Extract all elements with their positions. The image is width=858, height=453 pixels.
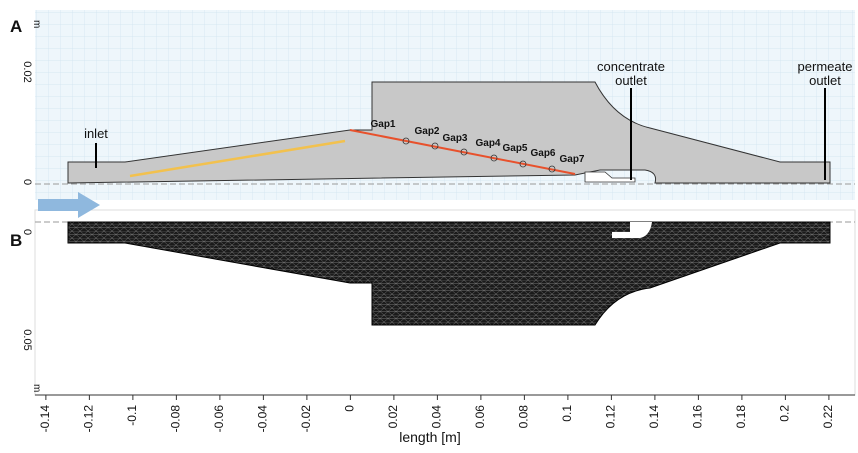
- x-tick-label: 0.1: [560, 405, 574, 422]
- x-tick-label: 0.02: [386, 405, 400, 429]
- x-axis-title: length [m]: [399, 429, 460, 445]
- x-tick-label: -0.1: [125, 405, 139, 426]
- gap-label: Gap4: [475, 138, 500, 149]
- panel-label: A: [10, 17, 22, 36]
- x-tick-label: 0.04: [430, 405, 444, 429]
- x-tick-label: 0.12: [604, 405, 618, 429]
- x-tick-label: -0.14: [38, 405, 52, 433]
- gap-label: Gap7: [559, 154, 584, 165]
- x-tick-label: 0: [343, 405, 357, 412]
- y-tick-label: 0: [21, 229, 33, 235]
- x-tick-label: 0.06: [473, 405, 487, 429]
- panel-label: B: [10, 231, 22, 250]
- gap-label: Gap3: [442, 133, 467, 144]
- figure: A B m m 0.02 0 0 0.05 inlet concentrate …: [0, 0, 858, 448]
- gap-label: Gap5: [502, 143, 527, 154]
- label: inlet: [84, 126, 108, 141]
- x-tick-label: 0.16: [691, 405, 705, 429]
- label: concentrate: [597, 59, 665, 74]
- x-tick-label: -0.02: [299, 405, 313, 433]
- y-tick-label: 0: [21, 179, 33, 185]
- x-tick-label: 0.14: [647, 405, 661, 429]
- label: outlet: [615, 73, 647, 88]
- y-unit: m: [31, 20, 42, 28]
- x-tick-label: -0.12: [82, 405, 96, 433]
- label: outlet: [809, 73, 841, 88]
- gap-label: Gap6: [530, 148, 555, 159]
- x-tick-label: 0.18: [734, 405, 748, 429]
- gap-label: Gap1: [370, 119, 395, 130]
- x-tick-label: -0.06: [212, 405, 226, 433]
- y-tick-label: 0.02: [21, 61, 33, 82]
- y-tick-label: 0.05: [21, 329, 33, 350]
- x-tick-label: 0.22: [821, 405, 835, 429]
- label: permeate: [798, 59, 853, 74]
- x-tick-label: 0.2: [778, 405, 792, 422]
- x-tick-label: 0.08: [517, 405, 531, 429]
- y-unit: m: [31, 384, 42, 392]
- gap-label: Gap2: [414, 126, 439, 137]
- x-tick-label: -0.08: [169, 405, 183, 433]
- x-tick-label: -0.04: [256, 405, 270, 433]
